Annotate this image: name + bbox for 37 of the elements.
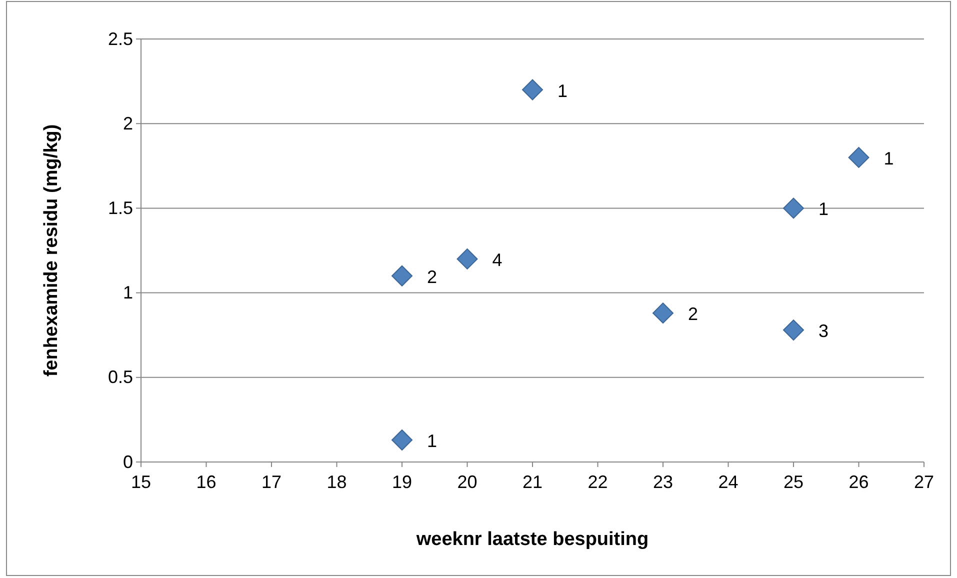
y-tick-label: 0.5 [108,367,133,388]
annotation: 1 [427,431,438,452]
point [783,198,804,219]
annotation: 1 [818,199,829,220]
annotation: 3 [818,321,829,342]
y-tick-label: 2.5 [108,28,133,49]
x-tick-label: 21 [522,472,543,492]
y-tick-label: 0 [122,452,133,472]
x-tick-label: 17 [261,472,282,492]
y-tick-label: 2 [122,113,133,134]
x-tick-label: 20 [457,472,478,492]
annotation: 1 [558,80,568,101]
x-tick-label: 26 [848,472,869,492]
point [392,430,412,451]
x-tick-label: 19 [392,472,412,492]
point [848,146,870,168]
annotation: 1 [884,148,894,168]
annotation: 4 [492,250,502,270]
point [456,248,478,270]
y-axis-title: fenhexamide residu (mg/kg) [41,124,62,377]
x-tick-label: 27 [914,472,934,492]
y-tick-label: 1.5 [108,198,133,218]
x-tick-label: 16 [196,472,216,492]
x-axis-title: weeknr laatste bespuiting [415,529,649,550]
point [783,320,804,341]
x-tick-label: 23 [652,472,674,492]
annotation: 2 [688,304,698,324]
x-tick-label: 25 [783,472,804,492]
annotation: 2 [427,266,438,287]
y-tick-label: 1 [122,282,133,303]
point [522,79,543,100]
point [652,302,674,324]
x-tick-label: 24 [718,472,738,492]
x-tick-label: 18 [326,472,347,492]
x-tick-label: 15 [130,472,152,492]
x-tick-label: 22 [588,472,608,492]
point [392,265,412,286]
